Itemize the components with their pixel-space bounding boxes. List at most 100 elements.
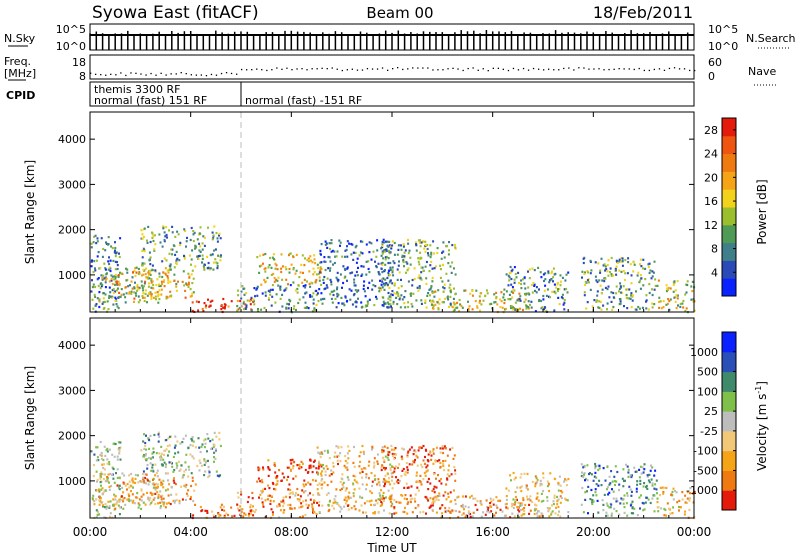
echo-cell — [305, 306, 308, 309]
echo-cell — [418, 285, 421, 288]
echo-cell — [126, 498, 129, 501]
echo-cell — [643, 463, 646, 466]
echo-cell — [630, 512, 633, 515]
echo-cell — [153, 483, 156, 486]
echo-cell — [583, 465, 586, 468]
echo-cell — [326, 484, 329, 487]
echo-cell — [370, 242, 373, 245]
echo-cell — [93, 235, 96, 238]
echo-cell — [397, 244, 400, 247]
echo-cell — [126, 483, 129, 486]
echo-cell — [406, 512, 409, 515]
echo-cell — [449, 448, 452, 451]
echo-cell — [482, 511, 485, 514]
echo-cell — [544, 284, 547, 287]
freq-point — [356, 69, 359, 71]
echo-cell — [195, 300, 198, 303]
echo-cell — [313, 309, 316, 312]
echo-cell — [615, 269, 617, 272]
echo-cell — [304, 257, 306, 260]
nsky-ymax: 10^5 — [56, 23, 86, 36]
echo-cell — [116, 283, 119, 286]
echo-cell — [363, 502, 366, 505]
echo-cell — [150, 278, 153, 281]
echo-cell — [354, 251, 357, 254]
echo-cell — [150, 279, 153, 282]
echo-cell — [323, 256, 326, 259]
echo-cell — [364, 295, 367, 298]
echo-cell — [419, 446, 422, 449]
echo-cell — [150, 293, 153, 296]
echo-cell — [390, 247, 393, 250]
echo-cell — [614, 267, 617, 270]
echo-cell — [100, 484, 102, 487]
echo-cell — [656, 284, 659, 287]
echo-cell — [213, 225, 216, 228]
echo-cell — [158, 452, 161, 455]
echo-cell — [442, 494, 445, 497]
echo-cell — [388, 295, 391, 298]
echo-cell — [383, 460, 386, 463]
freq-point — [558, 69, 560, 71]
echo-cell — [361, 273, 364, 276]
echo-cell — [142, 235, 145, 238]
echo-cell — [354, 500, 357, 503]
echo-cell — [616, 470, 619, 474]
echo-cell — [364, 511, 367, 514]
echo-cell — [513, 478, 516, 481]
freq-point — [296, 68, 298, 70]
echo-cell — [144, 441, 147, 445]
echo-cell — [340, 446, 343, 449]
echo-cell — [184, 468, 187, 471]
echo-cell — [317, 266, 320, 270]
echo-cell — [665, 284, 668, 287]
echo-cell — [98, 490, 101, 493]
echo-cell — [93, 260, 96, 263]
echo-cell — [93, 503, 96, 506]
echo-cell — [185, 453, 188, 456]
freq-point — [341, 69, 343, 72]
echo-cell — [416, 464, 419, 467]
echo-cell — [141, 473, 144, 476]
echo-cell — [402, 467, 405, 471]
echo-cell — [173, 501, 176, 504]
echo-cell — [165, 295, 168, 298]
echo-cell — [505, 498, 508, 501]
echo-cell — [109, 269, 112, 273]
echo-cell — [167, 279, 170, 282]
echo-cell — [602, 509, 605, 512]
echo-cell — [417, 260, 420, 263]
echo-cell — [169, 268, 172, 271]
echo-cell — [411, 497, 414, 500]
echo-cell — [559, 274, 562, 277]
echo-cell — [427, 252, 429, 255]
echo-cell — [304, 513, 307, 517]
echo-cell — [215, 231, 218, 235]
echo-cell — [113, 278, 116, 281]
echo-cell — [94, 285, 97, 289]
echo-cell — [381, 502, 384, 505]
echo-cell — [598, 479, 601, 482]
echo-cell — [638, 496, 641, 499]
echo-cell — [615, 265, 618, 268]
echo-cell — [610, 470, 613, 473]
echo-cell — [263, 306, 266, 310]
echo-cell — [144, 292, 147, 295]
echo-cell — [432, 448, 435, 451]
echo-cell — [354, 475, 357, 478]
echo-cell — [330, 280, 333, 283]
echo-cell — [248, 300, 251, 303]
colorbar-swatch — [722, 391, 736, 412]
echo-cell — [144, 476, 147, 480]
echo-cell — [479, 501, 482, 504]
echo-cell — [315, 279, 318, 282]
echo-cell — [92, 283, 95, 286]
echo-cell — [158, 275, 161, 278]
echo-cell — [198, 232, 201, 235]
echo-cell — [185, 492, 188, 495]
echo-cell — [397, 481, 400, 485]
freq-point — [95, 73, 97, 75]
echo-cell — [432, 472, 435, 476]
echo-cell — [513, 278, 516, 281]
echo-cell — [95, 470, 98, 473]
